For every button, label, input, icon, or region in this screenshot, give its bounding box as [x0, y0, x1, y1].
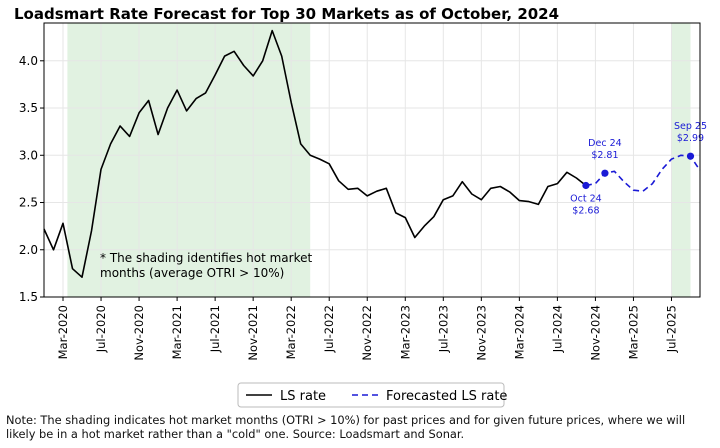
- point-label-date: Sep 25: [674, 121, 707, 132]
- x-tick-label: Mar-2025: [626, 305, 640, 359]
- point-label-date: Dec 24: [588, 138, 622, 149]
- highlight-point: [686, 152, 695, 160]
- shading-note-line-2: months (average OTRI > 10%): [100, 266, 284, 280]
- x-tick-label: Mar-2024: [512, 305, 526, 359]
- y-axis: 1.5 2.0 2.5 3.0 3.5 4.0: [19, 54, 44, 304]
- rate-forecast-chart: Loadsmart Rate Forecast for Top 30 Marke…: [14, 5, 707, 408]
- highlight-point: [582, 181, 590, 190]
- x-tick-label: Jul-2023: [436, 305, 450, 353]
- point-label-value: $2.81: [591, 150, 618, 161]
- x-tick-label: Mar-2020: [56, 305, 70, 359]
- x-tick-label: Nov-2021: [246, 305, 260, 361]
- y-tick-label: 1.5: [19, 290, 38, 304]
- x-tick-label: Jul-2020: [94, 305, 108, 353]
- legend-box: [237, 382, 505, 408]
- x-tick-label: Jul-2025: [664, 305, 678, 353]
- y-tick-label: 3.0: [19, 148, 38, 162]
- shaded-region-1: [671, 23, 691, 297]
- x-tick-label: Nov-2024: [588, 305, 602, 361]
- legend-forecast-label: Forecasted LS rate: [386, 389, 507, 404]
- footnote: Note: The shading indicates hot market m…: [6, 413, 686, 441]
- point-label-date: Oct 24: [570, 194, 602, 205]
- x-tick-label: Mar-2021: [170, 305, 184, 359]
- x-tick-label: Mar-2023: [398, 305, 412, 359]
- x-tick-label: Jul-2022: [322, 305, 336, 353]
- shading-note-line-1: * The shading identifies hot market: [100, 251, 312, 265]
- x-tick-label: Mar-2022: [284, 305, 298, 359]
- y-tick-label: 4.0: [19, 54, 38, 68]
- plot-frame: [43, 22, 701, 298]
- legend-ls-rate-label: LS rate: [280, 389, 326, 404]
- shading-note: * The shading identifies hot market mont…: [100, 251, 312, 280]
- highlight-point: [601, 169, 609, 177]
- highlight-points: Oct 24$2.68 Dec 24$2.81 Sep 25$2.99: [570, 121, 707, 216]
- x-tick-label: Nov-2022: [360, 305, 374, 361]
- y-tick-label: 2.0: [19, 243, 38, 257]
- x-tick-label: Nov-2020: [132, 305, 146, 361]
- shaded-region-0: [67, 23, 311, 297]
- x-tick-label: Jul-2021: [208, 305, 222, 353]
- ls-rate-line: [43, 29, 587, 278]
- hot-market-shading: [67, 23, 691, 297]
- x-tick-label: Jul-2024: [550, 305, 564, 353]
- legend: LS rate Forecasted LS rate: [237, 382, 507, 408]
- y-tick-label: 3.5: [19, 101, 38, 115]
- x-tick-label: Nov-2023: [474, 305, 488, 361]
- point-label-value: $2.99: [677, 133, 704, 144]
- chart-title: Loadsmart Rate Forecast for Top 30 Marke…: [14, 5, 559, 23]
- point-label-value: $2.68: [572, 206, 599, 217]
- y-tick-label: 2.5: [19, 196, 38, 210]
- x-axis: Mar-2020 Jul-2020 Nov-2020 Mar-2021 Jul-2021…: [56, 297, 678, 361]
